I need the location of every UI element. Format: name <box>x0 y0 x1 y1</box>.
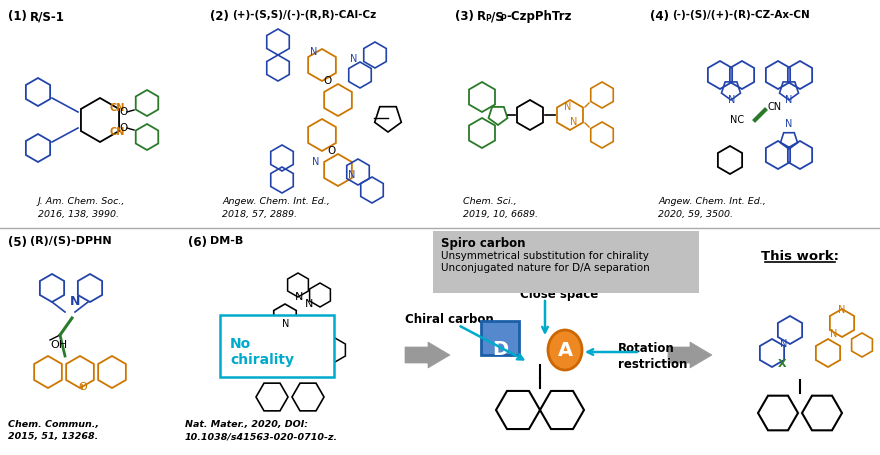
Text: N: N <box>830 329 838 339</box>
Text: (4): (4) <box>650 10 669 23</box>
Text: J. Am. Chem. Soc.,
2016, 138, 3990.: J. Am. Chem. Soc., 2016, 138, 3990. <box>38 197 125 218</box>
Text: Chiral carbon: Chiral carbon <box>405 313 494 326</box>
Text: N: N <box>70 295 80 308</box>
Text: (-)-(S)/(+)-(R)-CZ-Ax-CN: (-)-(S)/(+)-(R)-CZ-Ax-CN <box>672 10 810 20</box>
Text: O: O <box>328 146 336 156</box>
Text: OH: OH <box>50 340 67 350</box>
Text: O: O <box>119 107 127 117</box>
Text: N: N <box>564 102 571 112</box>
Text: O: O <box>119 123 127 133</box>
Polygon shape <box>405 342 450 368</box>
Text: Angew. Chem. Int. Ed.,
2020, 59, 3500.: Angew. Chem. Int. Ed., 2020, 59, 3500. <box>658 197 766 218</box>
Text: (+)-(S,S)/(-)-(R,R)-CAI-Cz: (+)-(S,S)/(-)-(R,R)-CAI-Cz <box>232 10 377 20</box>
Text: O: O <box>324 76 332 86</box>
Text: NC: NC <box>730 115 744 125</box>
Text: DM-B: DM-B <box>210 236 243 246</box>
Text: Rotation
restriction: Rotation restriction <box>618 342 687 371</box>
Text: (1): (1) <box>8 10 27 23</box>
Text: N: N <box>348 170 356 180</box>
FancyBboxPatch shape <box>433 231 699 293</box>
Text: CN: CN <box>110 127 125 137</box>
Text: Chem. Sci.,
2019, 10, 6689.: Chem. Sci., 2019, 10, 6689. <box>463 197 538 218</box>
Text: N: N <box>350 54 357 64</box>
Text: O: O <box>78 382 87 392</box>
FancyBboxPatch shape <box>220 315 334 377</box>
Text: N: N <box>295 292 304 302</box>
Text: Unsymmetrical substitution for chirality: Unsymmetrical substitution for chirality <box>441 251 649 261</box>
Text: Nat. Mater., 2020, DOI:
10.1038/s41563-020-0710-z.: Nat. Mater., 2020, DOI: 10.1038/s41563-0… <box>185 420 338 441</box>
Text: A: A <box>557 340 573 359</box>
Text: N: N <box>310 47 318 57</box>
Text: Unconjugated nature for D/A separation: Unconjugated nature for D/A separation <box>441 263 649 273</box>
Text: Spiro carbon: Spiro carbon <box>441 237 525 250</box>
Text: P: P <box>485 14 491 23</box>
Text: R/S-1: R/S-1 <box>30 10 65 23</box>
Text: N: N <box>305 299 313 309</box>
Text: (R)/(S)-DPHN: (R)/(S)-DPHN <box>30 236 112 246</box>
Text: (3): (3) <box>455 10 473 23</box>
Text: No
chirality: No chirality <box>230 337 294 367</box>
Text: /S: /S <box>491 10 503 23</box>
Text: P: P <box>500 14 506 23</box>
Text: D: D <box>492 340 508 359</box>
Text: Angew. Chem. Int. Ed.,
2018, 57, 2889.: Angew. Chem. Int. Ed., 2018, 57, 2889. <box>222 197 330 218</box>
Text: Close space: Close space <box>520 288 598 301</box>
Text: N: N <box>838 305 846 315</box>
Text: -CzpPhTrz: -CzpPhTrz <box>506 10 571 23</box>
Text: N: N <box>728 95 736 105</box>
Ellipse shape <box>548 330 582 370</box>
Text: CN: CN <box>768 102 782 112</box>
Polygon shape <box>668 342 712 368</box>
Text: Chem. Commun.,
2015, 51, 13268.: Chem. Commun., 2015, 51, 13268. <box>8 420 99 441</box>
Text: X: X <box>778 359 787 369</box>
Text: N: N <box>570 117 577 127</box>
Text: N: N <box>785 119 792 129</box>
Text: (2): (2) <box>210 10 229 23</box>
Text: N: N <box>312 157 319 167</box>
Text: (6): (6) <box>188 236 207 249</box>
FancyBboxPatch shape <box>481 321 519 355</box>
Text: N: N <box>785 95 792 105</box>
Text: CN: CN <box>110 103 125 113</box>
Text: (5): (5) <box>8 236 27 249</box>
Text: This work:: This work: <box>761 250 839 263</box>
Text: N: N <box>780 339 788 349</box>
Text: N: N <box>282 319 290 329</box>
Text: R: R <box>477 10 486 23</box>
